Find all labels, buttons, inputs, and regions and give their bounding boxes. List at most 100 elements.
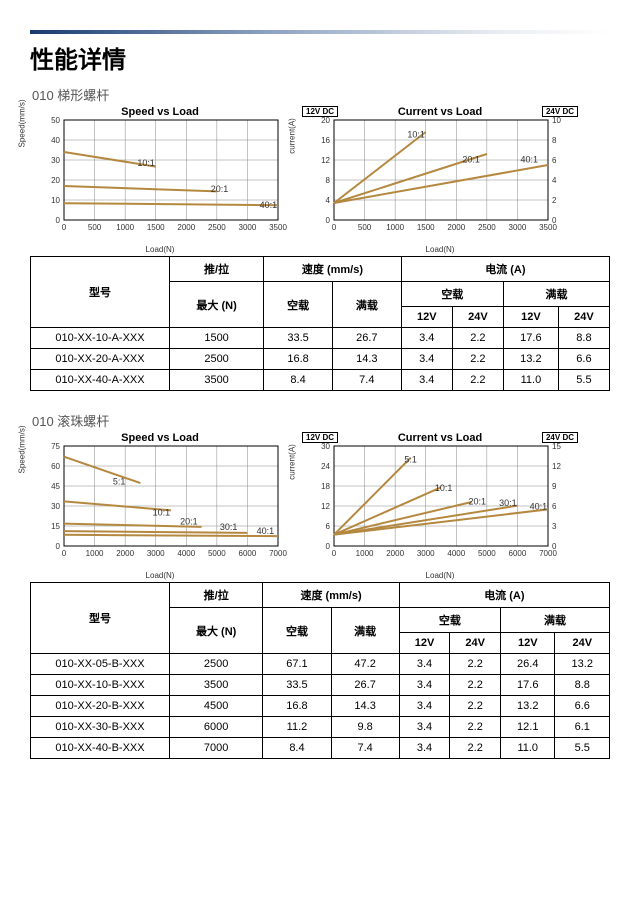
cell-model: 010-XX-20-A-XXX [31, 349, 170, 370]
cell-c24f: 6.6 [558, 349, 609, 370]
th-12v-2: 12V [503, 307, 558, 328]
cell-c24n: 2.2 [452, 328, 503, 349]
y-axis-label: current(A) [288, 444, 297, 480]
svg-text:12: 12 [552, 462, 561, 471]
table-row: 010-XX-10-A-XXX150033.526.73.42.217.68.8 [31, 328, 610, 349]
svg-text:10: 10 [51, 196, 60, 205]
svg-text:20:1: 20:1 [180, 517, 198, 527]
y-axis-label: current(A) [288, 118, 297, 154]
svg-text:8: 8 [552, 136, 557, 145]
svg-text:6: 6 [552, 156, 557, 165]
svg-text:0: 0 [326, 216, 331, 225]
cell-c24n: 2.2 [450, 717, 501, 738]
cell-c12f: 13.2 [503, 349, 558, 370]
th-fullload2: 满载 [503, 282, 609, 307]
cell-c12n: 3.4 [399, 675, 450, 696]
spec-table: 型号推/拉速度 (mm/s)电流 (A)最大 (N)空载满载空载满载12V24V… [30, 582, 610, 759]
cell-model: 010-XX-30-B-XXX [31, 717, 170, 738]
badge-12v: 12V DC [302, 432, 338, 443]
cell-c12n: 3.4 [401, 349, 452, 370]
th-noload2: 空载 [399, 608, 500, 633]
svg-text:7000: 7000 [269, 549, 287, 558]
svg-text:6000: 6000 [509, 549, 527, 558]
section1-charts: Speed vs LoadSpeed(mm/s)Load(N)10:120:14… [30, 108, 610, 238]
svg-text:2000: 2000 [447, 223, 465, 232]
svg-text:1000: 1000 [86, 549, 104, 558]
cell-c24n: 2.2 [450, 654, 501, 675]
cell-sn: 16.8 [264, 349, 333, 370]
section1-subtitle: 010 梯形螺杆 [32, 85, 610, 104]
svg-text:0: 0 [326, 542, 331, 551]
table-row: 010-XX-05-B-XXX250067.147.23.42.226.413.… [31, 654, 610, 675]
svg-text:3000: 3000 [509, 223, 527, 232]
svg-text:75: 75 [51, 442, 60, 451]
th-fullload: 满载 [332, 282, 401, 328]
svg-text:0: 0 [62, 223, 67, 232]
svg-text:20:1: 20:1 [469, 496, 487, 506]
th-24v-2: 24V [555, 633, 610, 654]
cell-c12f: 11.0 [501, 738, 555, 759]
badge-24v: 24V DC [542, 106, 578, 117]
svg-text:4: 4 [552, 176, 557, 185]
svg-text:500: 500 [88, 223, 102, 232]
cell-max: 1500 [169, 328, 263, 349]
cell-max: 2500 [169, 654, 262, 675]
svg-text:8: 8 [326, 176, 331, 185]
th-12v-2: 12V [501, 633, 555, 654]
svg-text:40:1: 40:1 [530, 501, 548, 511]
svg-text:2000: 2000 [116, 549, 134, 558]
cell-c24f: 6.6 [555, 696, 610, 717]
svg-text:6: 6 [552, 502, 557, 511]
cell-c24f: 13.2 [555, 654, 610, 675]
svg-text:18: 18 [321, 482, 330, 491]
svg-text:3500: 3500 [269, 223, 287, 232]
svg-text:0: 0 [56, 542, 61, 551]
x-axis-label: Load(N) [146, 245, 175, 254]
svg-text:2: 2 [552, 196, 557, 205]
svg-text:4000: 4000 [177, 549, 195, 558]
th-model: 型号 [31, 583, 170, 654]
cell-sn: 11.2 [263, 717, 331, 738]
spec-table: 型号推/拉速度 (mm/s)电流 (A)最大 (N)空载满载空载满载12V24V… [30, 256, 610, 391]
title-bar [30, 30, 610, 34]
svg-text:24: 24 [321, 462, 330, 471]
svg-text:20: 20 [321, 116, 330, 125]
cell-c24f: 6.1 [555, 717, 610, 738]
cell-sn: 8.4 [264, 370, 333, 391]
svg-text:10: 10 [552, 116, 561, 125]
cell-c12n: 3.4 [399, 696, 450, 717]
table-row: 010-XX-30-B-XXX600011.29.83.42.212.16.1 [31, 717, 610, 738]
cell-c12n: 3.4 [401, 370, 452, 391]
cell-c24f: 5.5 [555, 738, 610, 759]
table-row: 010-XX-20-A-XXX250016.814.33.42.213.26.6 [31, 349, 610, 370]
table-row: 010-XX-10-B-XXX350033.526.73.42.217.68.8 [31, 675, 610, 696]
cell-sn: 16.8 [263, 696, 331, 717]
svg-text:50: 50 [51, 116, 60, 125]
cell-sn: 8.4 [263, 738, 331, 759]
svg-text:1500: 1500 [417, 223, 435, 232]
cell-c12n: 3.4 [399, 654, 450, 675]
th-current: 电流 (A) [401, 257, 609, 282]
cell-sn: 33.5 [264, 328, 333, 349]
svg-text:0: 0 [552, 542, 557, 551]
cell-c12f: 17.6 [501, 675, 555, 696]
section2-subtitle: 010 滚珠螺杆 [32, 411, 610, 430]
svg-text:1000: 1000 [386, 223, 404, 232]
th-maxn: 最大 (N) [169, 608, 262, 654]
th-push: 推/拉 [169, 257, 263, 282]
svg-text:30: 30 [51, 502, 60, 511]
table-1: 型号推/拉速度 (mm/s)电流 (A)最大 (N)空载满载空载满载12V24V… [30, 256, 610, 391]
cell-max: 3500 [169, 370, 263, 391]
chart-title: Speed vs Load [121, 106, 199, 118]
badge-12v: 12V DC [302, 106, 338, 117]
chart-current-1: 12V DCCurrent vs Load24V DCcurrent(A)Loa… [300, 108, 580, 238]
cell-model: 010-XX-40-B-XXX [31, 738, 170, 759]
x-axis-label: Load(N) [426, 245, 455, 254]
th-24v: 24V [450, 633, 501, 654]
cell-model: 010-XX-05-B-XXX [31, 654, 170, 675]
cell-c12f: 13.2 [501, 696, 555, 717]
svg-text:2500: 2500 [208, 223, 226, 232]
table-row: 010-XX-40-A-XXX35008.47.43.42.211.05.5 [31, 370, 610, 391]
x-axis-label: Load(N) [426, 571, 455, 580]
th-noload: 空载 [263, 608, 331, 654]
